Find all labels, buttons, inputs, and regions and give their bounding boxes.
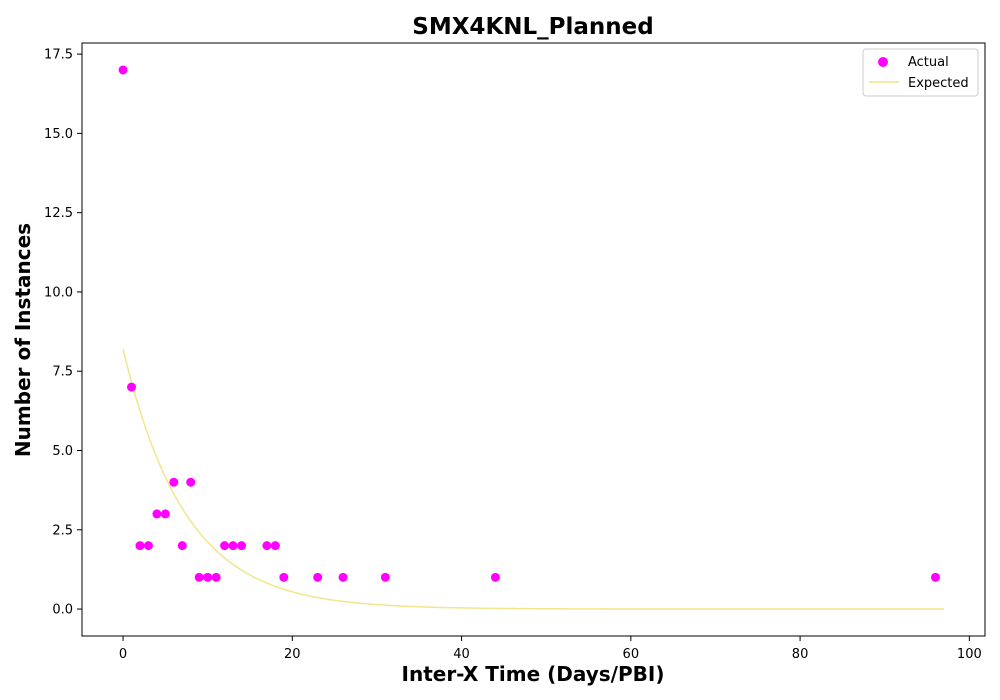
legend-frame bbox=[862, 48, 979, 97]
data-point-actual bbox=[152, 509, 162, 519]
y-tick-label: 2.5 bbox=[52, 523, 73, 538]
x-axis-title: Inter-X Time (Days/PBI) bbox=[402, 662, 665, 686]
data-point-actual bbox=[237, 541, 247, 551]
x-tick-label: 40 bbox=[453, 647, 470, 662]
y-tick-label: 10.0 bbox=[44, 285, 73, 300]
data-point-actual bbox=[194, 572, 204, 582]
data-point-actual bbox=[220, 541, 230, 551]
x-tick-label: 20 bbox=[284, 647, 301, 662]
legend-marker-actual bbox=[878, 57, 888, 67]
data-point-actual bbox=[211, 572, 221, 582]
data-point-actual bbox=[135, 541, 145, 551]
x-tick-label: 100 bbox=[957, 647, 982, 662]
x-axis: 0 20 40 60 80 100 bbox=[119, 636, 982, 662]
data-point-actual bbox=[160, 509, 170, 519]
y-tick-label: 7.5 bbox=[52, 365, 73, 380]
y-tick-label: 5.0 bbox=[52, 444, 73, 459]
data-point-actual bbox=[338, 572, 348, 582]
data-point-actual bbox=[143, 541, 153, 551]
data-point-actual bbox=[228, 541, 238, 551]
data-point-actual bbox=[279, 572, 289, 582]
data-point-actual bbox=[313, 572, 323, 582]
x-tick-label: 60 bbox=[623, 647, 640, 662]
data-point-actual bbox=[262, 541, 272, 551]
data-point-actual bbox=[930, 572, 940, 582]
y-tick-label: 15.0 bbox=[44, 127, 73, 142]
data-point-actual bbox=[203, 572, 213, 582]
x-tick-label: 0 bbox=[119, 647, 127, 662]
expected-line bbox=[122, 348, 944, 610]
data-point-actual bbox=[380, 572, 390, 582]
data-point-actual bbox=[270, 541, 280, 551]
legend: Actual Expected bbox=[862, 48, 979, 97]
legend-label-actual: Actual bbox=[908, 55, 949, 70]
data-point-actual bbox=[490, 572, 500, 582]
data-point-actual bbox=[127, 382, 137, 392]
y-tick-label: 17.5 bbox=[44, 48, 73, 63]
x-tick-label: 80 bbox=[792, 647, 809, 662]
data-point-actual bbox=[177, 541, 187, 551]
y-axis: 0.0 2.5 5.0 7.5 10.0 12.5 15.0 17.5 bbox=[44, 48, 82, 618]
legend-label-expected: Expected bbox=[908, 76, 969, 91]
chart-title: SMX4KNL_Planned bbox=[412, 14, 654, 40]
plot-area bbox=[118, 65, 944, 610]
data-point-actual bbox=[169, 477, 179, 487]
data-point-actual bbox=[186, 477, 196, 487]
plot-frame bbox=[81, 42, 986, 637]
y-tick-label: 0.0 bbox=[52, 603, 73, 618]
y-tick-label: 12.5 bbox=[44, 206, 73, 221]
y-axis-title: Number of Instances bbox=[11, 223, 35, 457]
data-point-actual bbox=[118, 65, 128, 75]
